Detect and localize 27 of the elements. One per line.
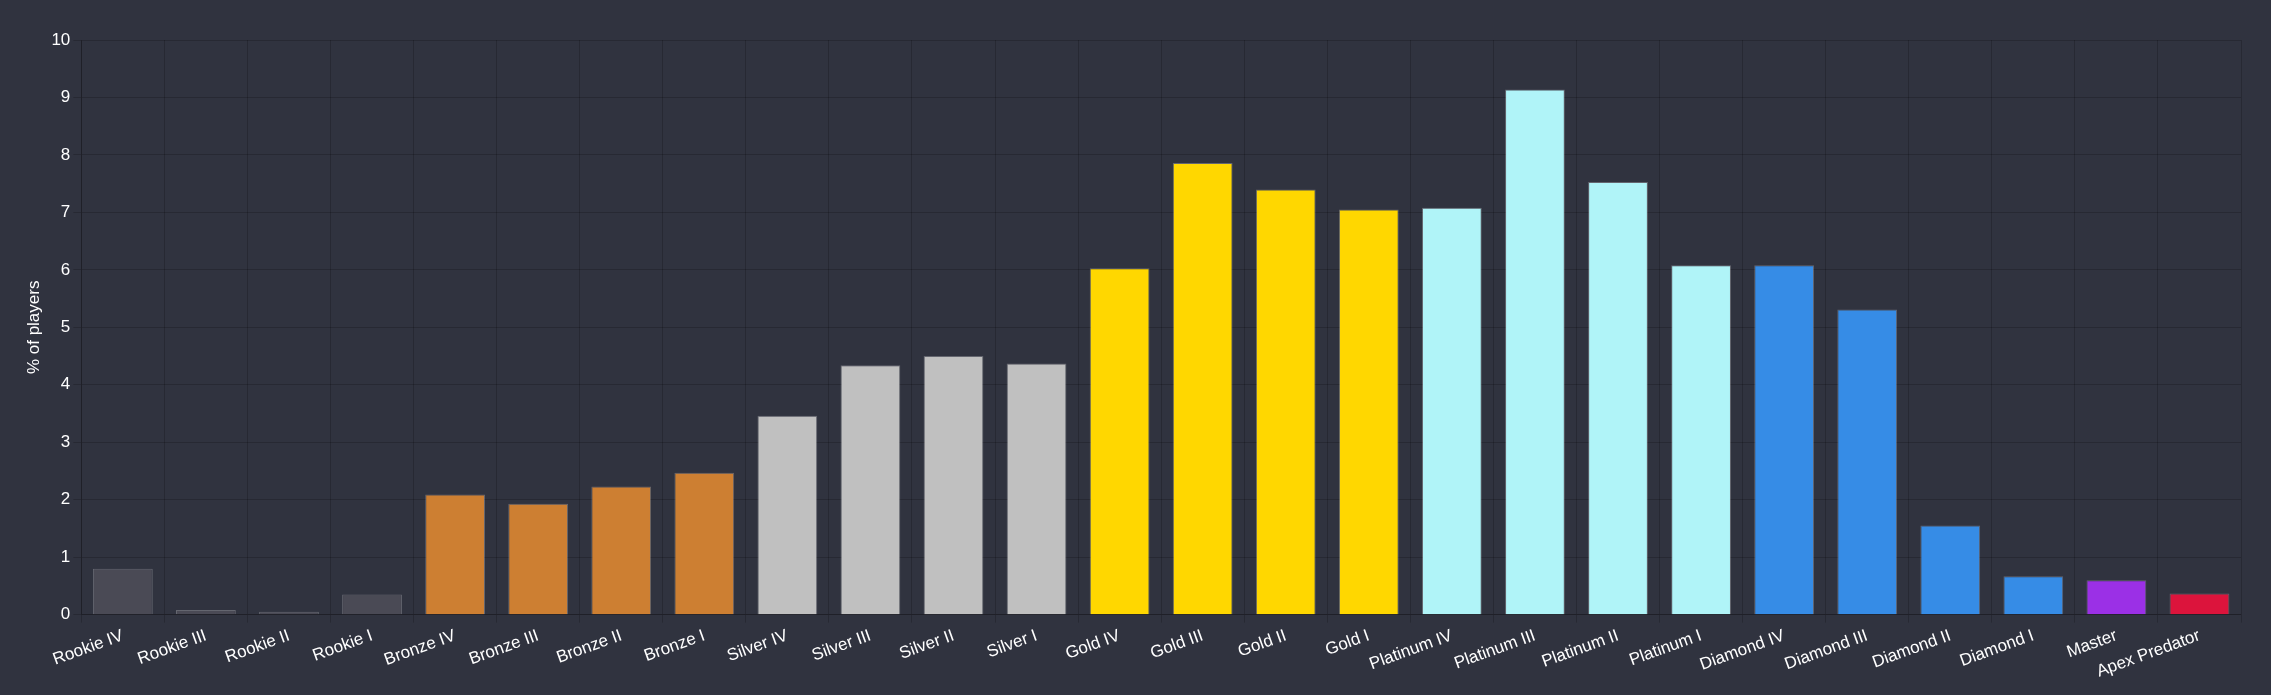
y-tick-label: 6 (60, 259, 71, 279)
x-tick-label: Bronze I (641, 625, 708, 666)
y-tick-label: 2 (60, 489, 71, 509)
x-tick-label: Gold III (1147, 625, 1206, 663)
x-tick-label: Rookie IV (50, 625, 127, 669)
y-tick-label: 0 (60, 604, 71, 624)
x-tick-label: Rookie I (309, 625, 376, 665)
x-tick-label: Rookie II (222, 625, 292, 667)
y-tick-label: 9 (60, 87, 71, 107)
x-tick-label: Bronze IV (381, 625, 459, 669)
x-tick-label: Silver III (809, 625, 874, 665)
x-tick-label: Bronze III (466, 625, 542, 669)
y-tick-label: 7 (60, 202, 71, 222)
y-tick-label: 10 (51, 29, 71, 49)
x-tick-label: Rookie III (134, 625, 209, 668)
y-tick-label: 3 (60, 431, 71, 451)
x-tick-label: Silver I (984, 625, 1040, 662)
y-tick-label: 4 (60, 374, 71, 394)
y-axis-title: % of players (23, 280, 43, 375)
y-tick-label: 8 (60, 144, 71, 164)
x-tick-label: Bronze II (553, 625, 625, 667)
x-tick-label: Silver II (896, 625, 957, 663)
y-tick-label: 1 (60, 546, 71, 566)
y-tick-label: 5 (60, 317, 71, 337)
x-tick-label: Gold II (1235, 625, 1289, 661)
x-tick-label: Gold IV (1062, 625, 1124, 663)
x-tick-label: Silver IV (724, 625, 791, 666)
